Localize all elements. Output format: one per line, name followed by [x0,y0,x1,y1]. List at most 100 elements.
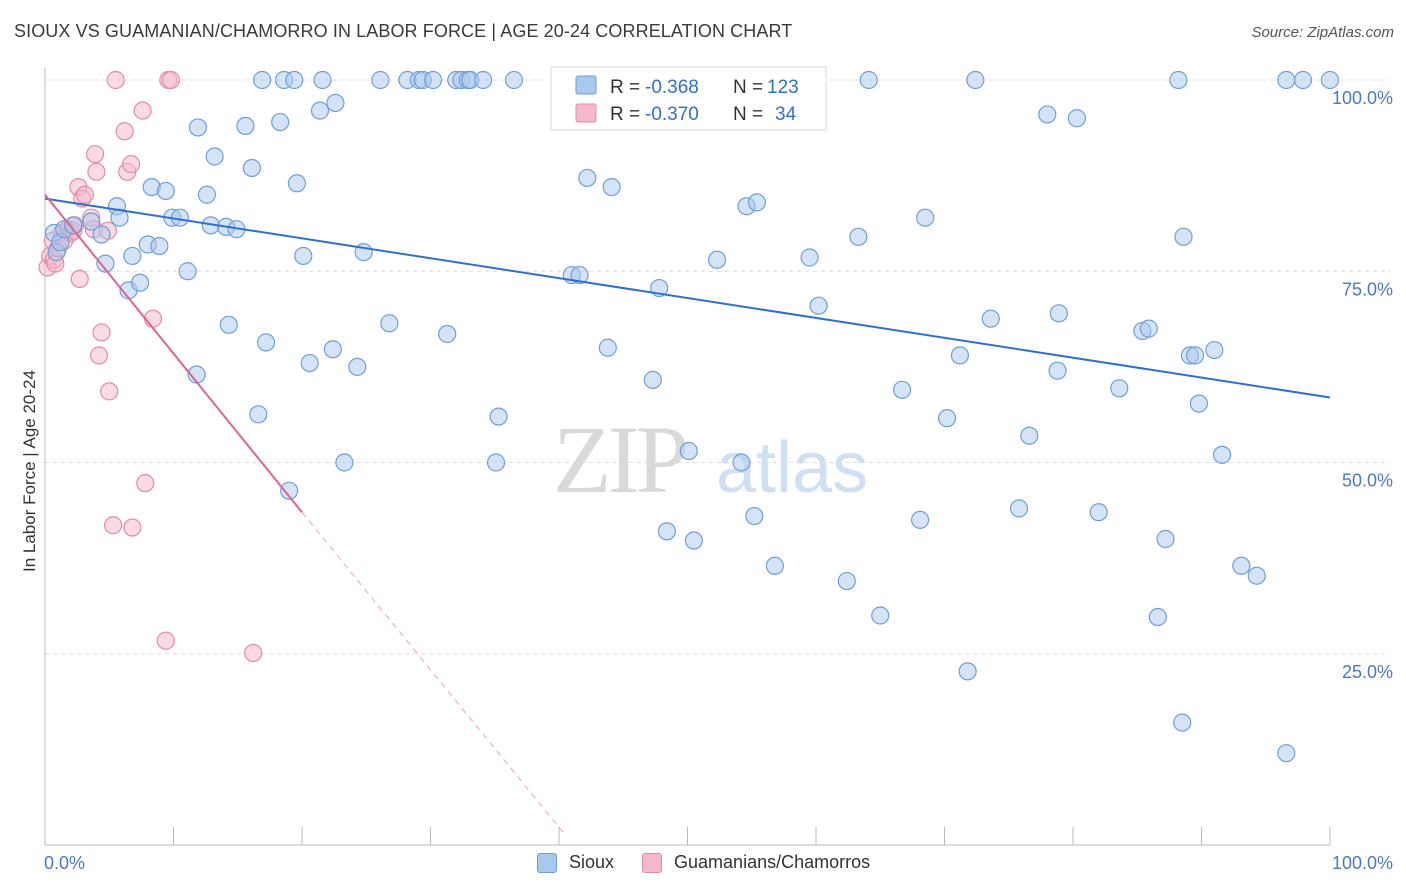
sioux-point-6 [92,225,111,244]
sioux-point-26 [219,315,238,334]
sioux-point-93 [981,309,1000,328]
stats-swatch-guamanian [575,103,597,123]
sioux-point-110 [1185,346,1205,365]
sioux-point-117 [1277,70,1296,90]
sioux-point-114 [1232,556,1251,575]
sioux-point-107 [1173,713,1192,732]
sioux-point-73 [684,531,704,550]
sioux-point-42 [323,340,342,359]
stats-legend: R = -0.368 N = 123 R = -0.370 N = 34 [550,66,827,131]
sioux-point-89 [937,409,957,428]
sioux-point-116 [1277,744,1296,763]
sioux-point-5 [82,212,101,231]
y-axis-label: In Labor Force | Age 20-24 [20,370,39,572]
stats-n-label-sioux: N = [733,77,763,98]
sioux-point-66 [602,178,621,197]
guamanian-point-36 [244,643,263,663]
sioux-point-84 [859,70,878,90]
guamanian-point-25 [106,70,125,90]
sioux-point-85 [871,606,890,625]
guamanian-point-20 [89,346,109,365]
trend-lines [44,194,1331,834]
sioux-point-90 [950,346,970,365]
sioux-point-105 [1156,529,1175,549]
sioux-point-21 [188,118,208,137]
guamanian-point-32 [143,309,163,328]
sioux-point-79 [765,556,784,575]
sioux-point-113 [1212,445,1232,464]
sioux-point-24 [205,147,224,166]
sioux-point-38 [294,246,313,266]
sioux-point-45 [348,357,367,376]
guamanian-point-29 [123,518,142,537]
stats-r-value-sioux: -0.368 [645,77,699,98]
sioux-point-94 [1009,499,1029,518]
stats-legend-box [550,66,827,131]
sioux-point-61 [504,70,524,90]
sioux-point-80 [800,248,819,267]
sioux-point-68 [643,370,662,389]
stats-swatch-sioux [575,75,597,95]
trend-line-sioux [44,197,1331,399]
sioux-point-19 [178,262,197,281]
x-tick-label-0: 0.0% [44,853,85,873]
x-tick-label-1: 100.0% [1332,853,1393,873]
sioux-point-36 [285,70,304,90]
sioux-point-86 [892,380,912,399]
sioux-point-16 [156,181,175,201]
sioux-point-4 [64,216,83,235]
guamanian-point-30 [133,101,152,120]
sioux-point-104 [1148,607,1167,627]
sioux-point-43 [326,93,345,113]
sioux-point-97 [1048,361,1067,380]
sioux-point-30 [249,405,268,424]
sioux-point-32 [256,333,276,352]
guamanian-point-15 [75,185,94,204]
sioux-point-60 [489,407,508,426]
trend-line-guamanian-extension [301,511,565,834]
sioux-point-40 [310,101,330,120]
guamanian-point-19 [87,162,106,181]
sioux-point-70 [657,522,677,541]
series-sioux [44,70,1340,763]
sioux-point-78 [747,193,766,212]
sioux-point-31 [253,70,272,90]
legend-label-sioux: Sioux [569,852,615,872]
sioux-point-53 [438,324,457,344]
tick-labels: 100.0% 75.0% 50.0% 25.0% 0.0% 100.0% [44,88,1393,873]
sioux-point-22 [197,185,217,204]
sioux-point-9 [96,254,115,273]
sioux-point-91 [958,662,977,681]
sioux-point-74 [707,250,727,269]
sioux-point-35 [280,481,299,500]
sioux-point-92 [966,70,985,90]
stats-n-value-guamanian: 34 [775,104,797,125]
sioux-point-100 [1089,503,1108,522]
stats-r-label-guamanian: R = [610,104,640,125]
legend-swatch-sioux [537,852,557,873]
guamanian-point-35 [161,70,181,90]
stats-n-label-guamanian: N = [733,104,763,125]
legend-item-sioux[interactable]: Sioux [537,852,614,873]
sioux-point-112 [1205,340,1224,360]
sioux-point-12 [130,273,150,292]
legend-label-guamanians: Guamanians/Chamorros [674,852,871,872]
sioux-point-48 [380,314,399,333]
sioux-point-111 [1189,394,1209,413]
sioux-point-29 [242,158,261,178]
sioux-point-28 [236,116,255,136]
sioux-point-108 [1174,227,1193,246]
sioux-point-37 [287,174,306,193]
sioux-point-63 [570,265,589,285]
guamanian-point-26 [115,122,134,141]
y-tick-label-3: 25.0% [1342,662,1393,682]
legend-item-guamanians[interactable]: Guamanians/Chamorros [642,852,870,873]
legend-swatch-guamanians [642,852,663,873]
guamanian-point-13 [70,269,89,288]
sioux-point-52 [423,70,443,90]
sioux-point-96 [1038,105,1057,124]
sioux-point-103 [1139,319,1158,338]
sioux-point-64 [578,168,597,188]
sioux-point-65 [598,338,617,357]
